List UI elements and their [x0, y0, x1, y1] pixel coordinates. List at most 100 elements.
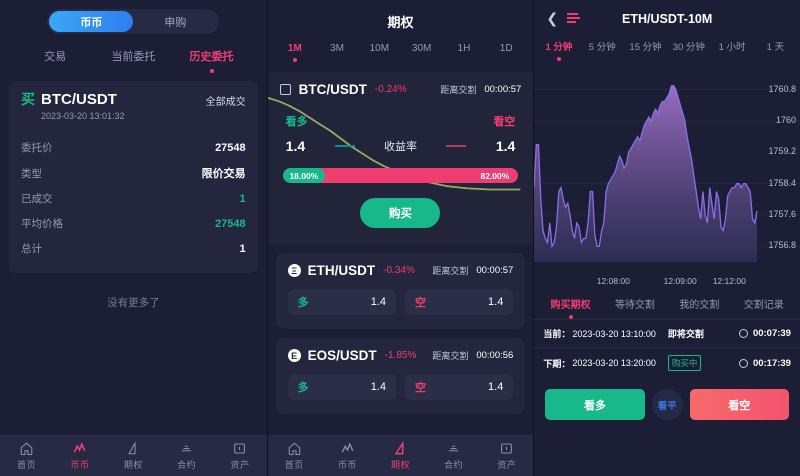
nav-option[interactable]: 期权: [107, 441, 160, 471]
mid-nav-contract[interactable]: 合约: [427, 441, 480, 471]
rtf-15min-label: 15 分钟: [629, 42, 662, 53]
next-period-timer-group: 00:17:39: [738, 358, 791, 369]
price-chart[interactable]: 1760.8 1760 1759.2 1758.4 1757.6 1756.8 12:08…: [534, 70, 800, 288]
short-dash-icon: [446, 145, 467, 147]
eth-short-value: 1.4: [488, 296, 504, 308]
nav-assets[interactable]: 资产: [213, 441, 266, 471]
option-card-eos[interactable]: E EOS/USDT -1.85% 距离交割 00:00:56 多 1.4 空 …: [275, 338, 526, 414]
sentiment-bar: 18.00% 82.00%: [282, 168, 519, 183]
bearish-button-label: 看空: [728, 399, 751, 412]
current-period-row: 当前： 2023-03-20 13:10:00 即将交割 00:07:39: [534, 319, 800, 347]
mid-nav-option-label: 期权: [390, 460, 410, 470]
nav-home[interactable]: 首页: [0, 441, 53, 471]
current-period-time: 2023-03-20 13:10:00: [572, 328, 656, 339]
featured-short-label: 看空: [493, 116, 516, 128]
order-row-type-key: 类型: [21, 167, 42, 180]
timeframe-1d[interactable]: 1D: [485, 43, 527, 62]
featured-option-card[interactable]: BTC/USDT -0.24% 距离交割 00:00:57 看多 看空 1.4 …: [267, 72, 534, 244]
order-row-price-value: 27548: [215, 141, 246, 154]
time-tick-0: 12:08:00: [596, 276, 630, 286]
timeframe-1h[interactable]: 1H: [443, 43, 485, 62]
bullish-button[interactable]: 看多: [545, 389, 645, 420]
featured-pair: BTC/USDT: [298, 82, 367, 97]
timeframe-1m-label: 1M: [287, 43, 302, 54]
order-row-total-key: 总计: [21, 243, 42, 255]
rtab-awaiting[interactable]: 等待交割: [603, 296, 667, 319]
eth-pair: ETH/USDT: [307, 263, 376, 278]
featured-countdown: 00:00:57: [484, 84, 522, 95]
mid-nav-trade[interactable]: 币币: [321, 441, 374, 471]
order-row-price-key: 委托价: [21, 142, 53, 154]
rtf-30min[interactable]: 30 分钟: [667, 39, 710, 61]
featured-rate-title: 收益率: [383, 141, 417, 153]
order-side: 买: [21, 91, 35, 107]
rtab-settlement-records[interactable]: 交割记录: [732, 296, 796, 319]
order-card[interactable]: 买 BTC/USDT 2023-03-20 13:01:32 全部成交 委托价 …: [9, 81, 258, 273]
eos-long-box[interactable]: 多 1.4: [287, 374, 396, 400]
featured-long-label: 看多: [285, 116, 308, 128]
featured-checkbox[interactable]: [279, 84, 291, 95]
middle-page-title: 期权: [387, 15, 414, 30]
neutral-button[interactable]: 看平: [651, 389, 683, 420]
eos-change: -1.85%: [384, 350, 417, 361]
rtf-15min[interactable]: 15 分钟: [624, 39, 667, 61]
account-type-segmented-control[interactable]: 币币 申购: [47, 9, 220, 34]
featured-rate-labels: 看多 看空: [280, 113, 522, 129]
chevron-left-icon[interactable]: ❮: [546, 10, 559, 26]
rtf-1day[interactable]: 1 天: [754, 39, 797, 61]
buy-button[interactable]: 购买: [360, 198, 441, 228]
left-tabs: 交易 当前委托 历史委托: [0, 48, 267, 73]
segment-bibi[interactable]: 币币: [49, 11, 134, 32]
segment-subscribe[interactable]: 申购: [133, 11, 217, 32]
next-period-key: 下期：: [543, 358, 571, 369]
price-tick-5: 1756.8: [768, 240, 796, 251]
rtab-buy-option[interactable]: 购买期权: [538, 296, 602, 319]
nav-contract-label: 合约: [177, 460, 197, 470]
order-card-header: 买 BTC/USDT 2023-03-20 13:01:32 全部成交: [21, 91, 246, 121]
featured-short-rate: 1.4: [495, 138, 516, 154]
price-tick-1: 1760: [775, 115, 796, 126]
eth-countdown: 00:00:57: [476, 265, 514, 276]
order-row-filled-key: 已成交: [21, 193, 53, 205]
rtab-my-settlement[interactable]: 我的交割: [667, 296, 731, 319]
tab-trade[interactable]: 交易: [16, 48, 94, 73]
option-card-eth[interactable]: Ξ ETH/USDT -0.34% 距离交割 00:00:57 多 1.4 空 …: [275, 253, 526, 329]
featured-rate-values: 1.4 收益率 1.4: [280, 138, 522, 154]
mid-nav-assets[interactable]: 资产: [480, 441, 533, 471]
eth-long-box[interactable]: 多 1.4: [287, 289, 396, 315]
mid-nav-option[interactable]: 期权: [374, 441, 427, 471]
eos-coin-icon: E: [287, 349, 301, 362]
timeframe-1m[interactable]: 1M: [274, 43, 316, 62]
rtf-5min[interactable]: 5 分钟: [581, 39, 624, 61]
current-period-timer: 00:07:39: [752, 328, 791, 339]
eth-short-box[interactable]: 空 1.4: [404, 289, 514, 315]
order-detail-rows: 委托价 27548 类型 限价交易 已成交 1 平均价格 27548 总计: [21, 135, 246, 261]
middle-bottom-nav: 首页 币币 期权 合约 资产: [267, 435, 534, 476]
rtf-1hour[interactable]: 1 小时: [710, 39, 753, 61]
rtf-1min-label: 1 分钟: [545, 42, 573, 53]
timeframe-3m-label: 3M: [330, 43, 345, 54]
order-row-total-value: 1: [239, 242, 246, 255]
list-menu-icon[interactable]: [567, 13, 581, 24]
eos-coin-symbol: E: [291, 350, 298, 361]
nav-trade[interactable]: 币币: [53, 441, 106, 471]
order-row-avgprice: 平均价格 27548: [21, 211, 246, 236]
order-row-total: 总计 1: [21, 236, 246, 261]
contract-icon: [449, 445, 459, 452]
timeframe-30m[interactable]: 30M: [401, 43, 443, 62]
timeframe-10m[interactable]: 10M: [358, 43, 400, 62]
bullish-button-label: 看多: [583, 399, 606, 412]
rtab-buy-option-label: 购买期权: [550, 300, 591, 311]
timeframe-3m[interactable]: 3M: [316, 43, 358, 62]
segment-bibi-label: 币币: [80, 16, 103, 29]
tab-current-orders[interactable]: 当前委托: [94, 48, 172, 73]
rtf-1min[interactable]: 1 分钟: [537, 39, 580, 61]
order-row-type-value: 限价交易: [201, 168, 246, 180]
mid-nav-home[interactable]: 首页: [268, 441, 321, 471]
nav-contract[interactable]: 合约: [160, 441, 213, 471]
tab-history-orders[interactable]: 历史委托: [172, 48, 250, 73]
eos-long-label: 多: [297, 382, 309, 394]
bearish-button[interactable]: 看空: [689, 389, 789, 420]
left-bottom-nav: 首页 币币 期权 合约 资产: [0, 435, 267, 476]
eos-short-box[interactable]: 空 1.4: [404, 374, 514, 400]
